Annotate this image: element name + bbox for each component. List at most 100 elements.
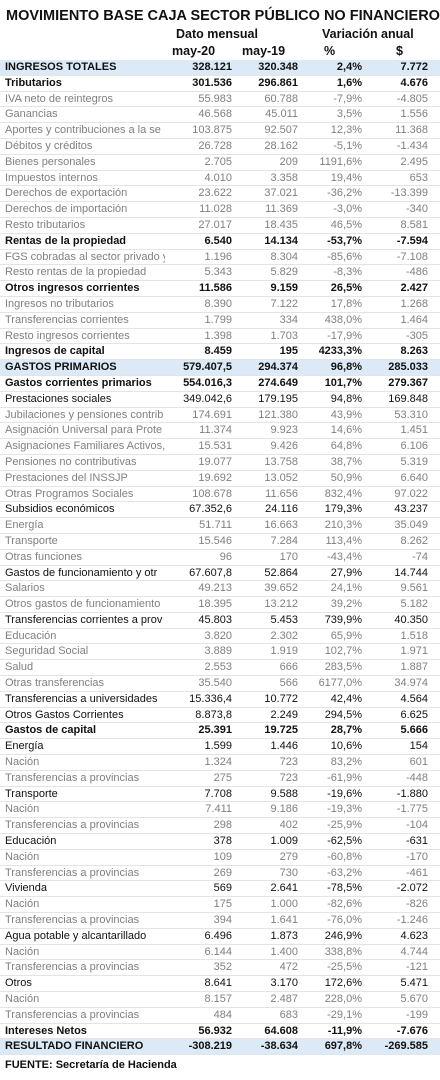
cell-value: 832,4% xyxy=(324,487,362,500)
cell-value: 67.607,8 xyxy=(189,566,232,579)
cell-value: 11.028 xyxy=(199,203,232,216)
cell-value: 5.471 xyxy=(400,977,428,990)
table-row: Transporte 7.708 9.588 -19,6% -1.880 xyxy=(0,787,440,803)
cell-value: 6.106 xyxy=(400,440,428,453)
cell-value: 154 xyxy=(409,740,428,753)
cell-value: 2.487 xyxy=(270,993,298,1006)
table-row: Rentas de la propiedad 6.540 14.134 -53,7% -… xyxy=(0,234,440,250)
cell-value: 4.623 xyxy=(400,929,428,942)
cell-value: 3.820 xyxy=(204,629,232,642)
cell-value: 2.641 xyxy=(270,882,298,895)
cell-value: 1.009 xyxy=(270,835,298,848)
cell-value: -308.219 xyxy=(188,1040,232,1053)
cell-value: 1.464 xyxy=(400,313,428,326)
table-row: Transferencias corrientes 1.799 334 438,0% 1… xyxy=(0,313,440,329)
cell-value: 51.711 xyxy=(199,519,232,532)
cell-value: 285.033 xyxy=(388,361,428,374)
cell-value: 35.540 xyxy=(198,677,232,690)
cell-value: -7.108 xyxy=(396,250,428,263)
cell-value: 37.021 xyxy=(264,187,298,200)
cell-value: 6177,0% xyxy=(318,677,362,690)
row-label: Nación xyxy=(5,993,40,1006)
cell-value: 15.531 xyxy=(198,440,232,453)
table-row: Transporte 15.546 7.284 113,4% 8.262 xyxy=(0,534,440,550)
cell-value: -13.399 xyxy=(390,187,428,200)
cell-value: 730 xyxy=(279,866,298,879)
cell-value: -85,6% xyxy=(327,250,362,263)
cell-value: 13.052 xyxy=(264,471,298,484)
row-label: Otros ingresos corrientes xyxy=(5,282,140,295)
table-row: Intereses Netos 56.932 64.608 -11,9% -7.676 xyxy=(0,1024,440,1040)
cell-value: -631 xyxy=(405,835,428,848)
table-row: Gastos de funcionamiento y otr 67.607,8 52… xyxy=(0,566,440,582)
cell-value: 5.182 xyxy=(400,598,428,611)
cell-value: 19.725 xyxy=(264,724,298,737)
row-label: Jubilaciones y pensiones contrib xyxy=(5,408,164,421)
cell-value: 246,9% xyxy=(324,929,362,942)
cell-value: 39.652 xyxy=(264,582,298,595)
cell-value: -305 xyxy=(405,329,428,342)
group-header: Variación anual xyxy=(322,27,414,41)
cell-value: 2.249 xyxy=(270,708,298,721)
cell-value: 5.670 xyxy=(400,993,428,1006)
cell-value: 101,7% xyxy=(324,376,362,389)
cell-value: 1191,6% xyxy=(319,155,362,168)
cell-value: 1.599 xyxy=(204,740,232,753)
cell-value: 49.213 xyxy=(198,582,232,595)
cell-value: 52.864 xyxy=(264,566,298,579)
cell-value: 195 xyxy=(279,345,298,358)
cell-value: 17,8% xyxy=(330,297,362,310)
cell-value: -8,3% xyxy=(333,266,362,279)
row-label: Tributarios xyxy=(5,76,62,89)
cell-value: -11,9% xyxy=(327,1024,362,1037)
cell-value: 64.608 xyxy=(264,1024,298,1037)
cell-value: 121.380 xyxy=(258,408,298,421)
table: INGRESOS TOTALES 328.121 320.348 2,4% 7.772 T… xyxy=(0,60,440,1056)
table-row: Agua potable y alcantarillado 6.496 1.873 2… xyxy=(0,929,440,945)
cell-value: 269 xyxy=(213,866,232,879)
cell-value: 179,3% xyxy=(324,503,362,516)
cell-value: 1.446 xyxy=(270,740,298,753)
cell-value: -60,8% xyxy=(327,850,362,863)
row-label: Transferencias corrientes xyxy=(5,313,129,326)
cell-value: 9.159 xyxy=(270,282,298,295)
cell-value: 5.666 xyxy=(400,724,428,737)
cell-value: 97.022 xyxy=(394,487,428,500)
cell-value: 601 xyxy=(409,756,428,769)
cell-value: 14,6% xyxy=(330,424,362,437)
cell-value: 3.170 xyxy=(270,977,298,990)
cell-value: 1.703 xyxy=(270,329,298,342)
cell-value: 579.407,5 xyxy=(183,361,232,374)
cell-value: 1,6% xyxy=(336,76,362,89)
cell-value: 11.374 xyxy=(199,424,232,437)
cell-value: -1.880 xyxy=(396,787,428,800)
table-row: Nación 175 1.000 -82,6% -826 xyxy=(0,897,440,914)
cell-value: 113,4% xyxy=(325,534,363,547)
table-row: Nación 1.324 723 83,2% 601 xyxy=(0,755,440,771)
cell-value: -43,4% xyxy=(327,550,362,563)
cell-value: 5.319 xyxy=(400,455,428,468)
cell-value: 175 xyxy=(213,898,232,911)
cell-value: 19.692 xyxy=(198,471,232,484)
cell-value: 1.324 xyxy=(204,756,232,769)
cell-value: -1.246 xyxy=(396,914,428,927)
cell-value: -19,3% xyxy=(327,803,362,816)
cell-value: 7.411 xyxy=(205,803,232,816)
row-label: GASTOS PRIMARIOS xyxy=(5,361,117,374)
cell-value: -7,9% xyxy=(333,92,362,105)
row-label: Educación xyxy=(5,629,57,642)
cell-value: 13.758 xyxy=(264,455,298,468)
row-label: Nación xyxy=(5,945,40,958)
cell-value: 4.744 xyxy=(400,945,428,958)
cell-value: 9.186 xyxy=(270,803,298,816)
cell-value: 8.459 xyxy=(204,345,232,358)
cell-value: 11.368 xyxy=(395,124,428,137)
cell-value: 8.641 xyxy=(204,977,232,990)
cell-value: 209 xyxy=(279,155,298,168)
cell-value: 394 xyxy=(213,914,232,927)
table-row: IVA neto de reintegros 55.983 60.788 -7,9% -… xyxy=(0,92,440,108)
cell-value: 65,9% xyxy=(330,629,362,642)
table-row: Jubilaciones y pensiones contrib 174.691 1… xyxy=(0,408,440,424)
cell-value: 8.304 xyxy=(270,250,298,263)
cell-value: 1.268 xyxy=(400,297,428,310)
